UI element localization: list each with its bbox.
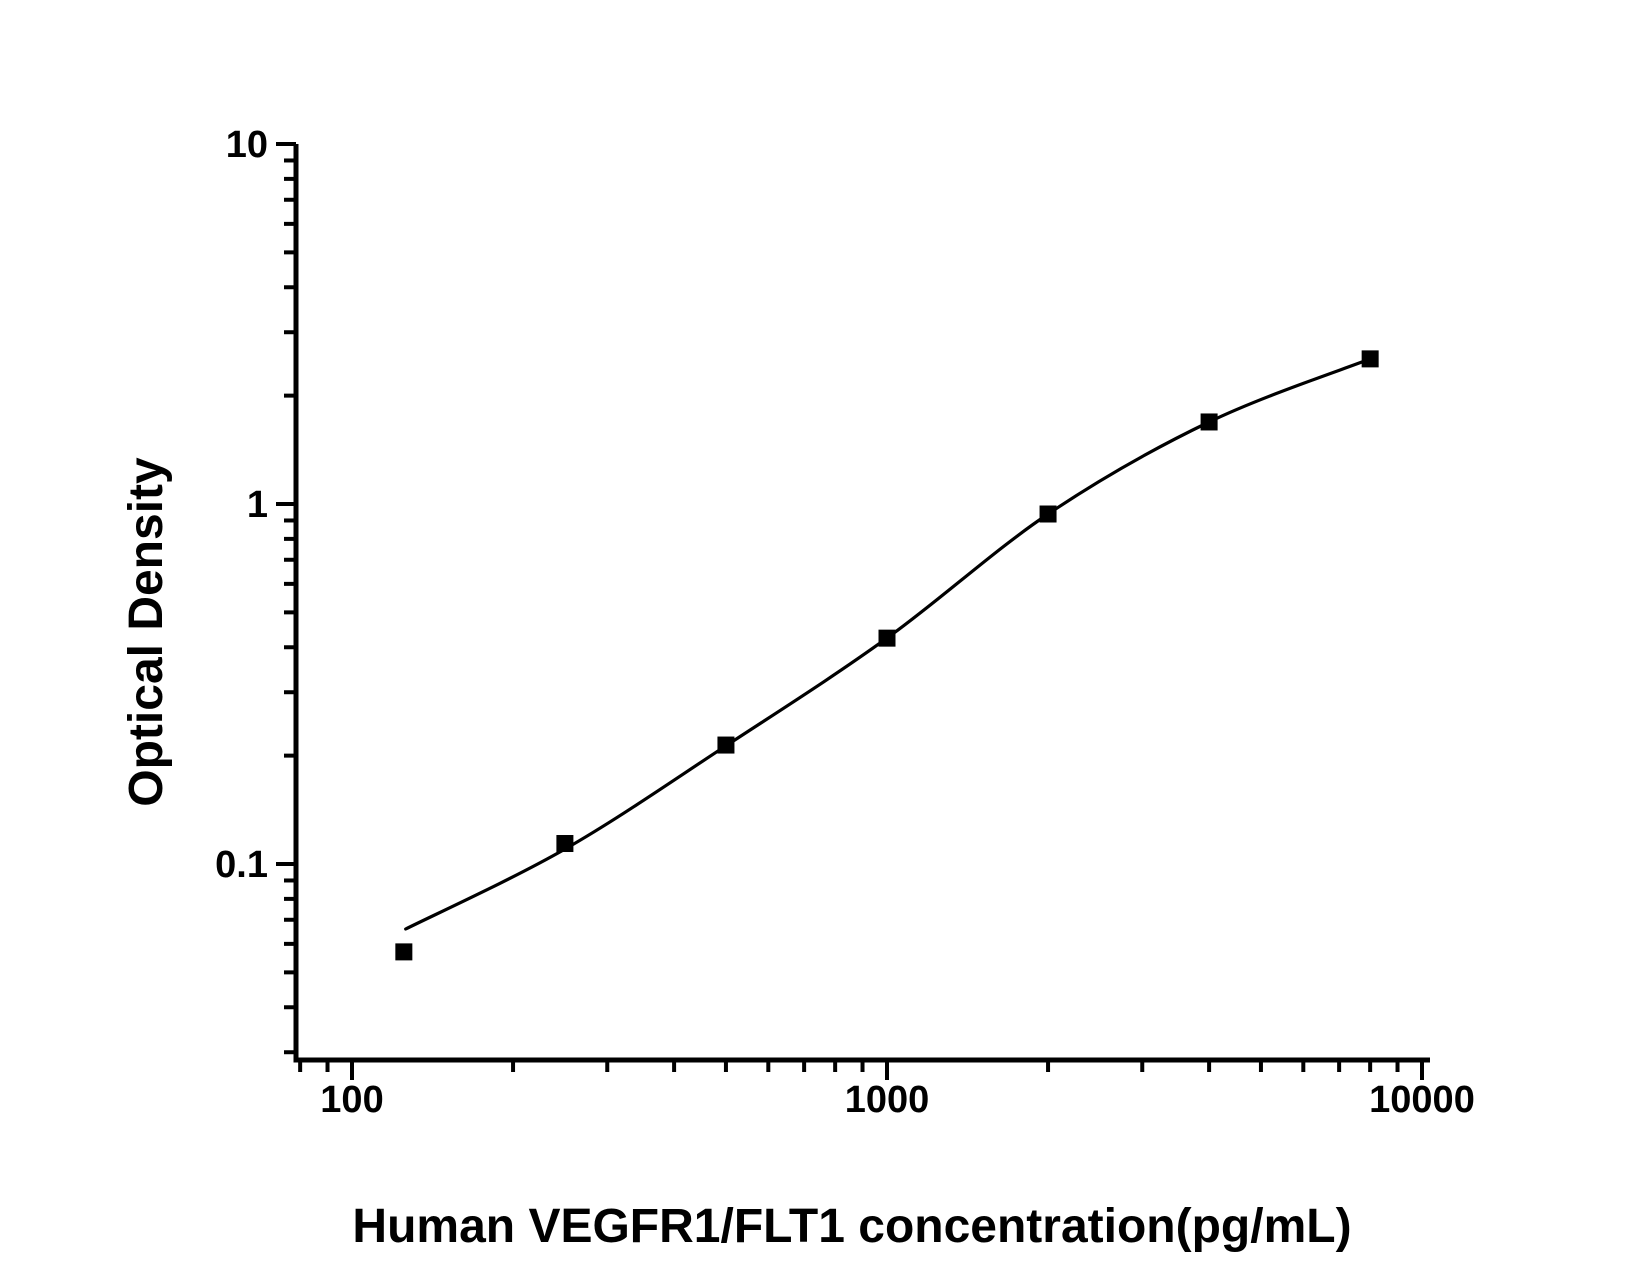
y-tick-label: 0.1 <box>215 844 268 886</box>
data-point-marker <box>717 736 735 754</box>
data-point-marker <box>395 943 413 961</box>
x-tick-label: 100 <box>320 1079 383 1121</box>
y-axis-title: Optical Density <box>120 457 173 807</box>
y-tick-label: 10 <box>226 124 268 166</box>
data-point-marker <box>556 835 574 853</box>
axis-ticks <box>276 142 1424 1080</box>
x-axis-title: Human VEGFR1/FLT1 concentration(pg/mL) <box>352 1200 1351 1253</box>
data-point-marker <box>1039 505 1057 523</box>
axes <box>293 144 1430 1063</box>
data-point-marker <box>1200 413 1218 431</box>
y-tick-label: 1 <box>247 484 268 526</box>
data-points <box>395 350 1379 961</box>
x-tick-label: 1000 <box>845 1079 930 1121</box>
axis-tick-labels: 10 1 0.1 100 1000 10000 <box>215 124 1475 1121</box>
x-tick-label: 10000 <box>1369 1079 1475 1121</box>
data-point-marker <box>878 629 896 647</box>
data-point-marker <box>1361 350 1379 368</box>
